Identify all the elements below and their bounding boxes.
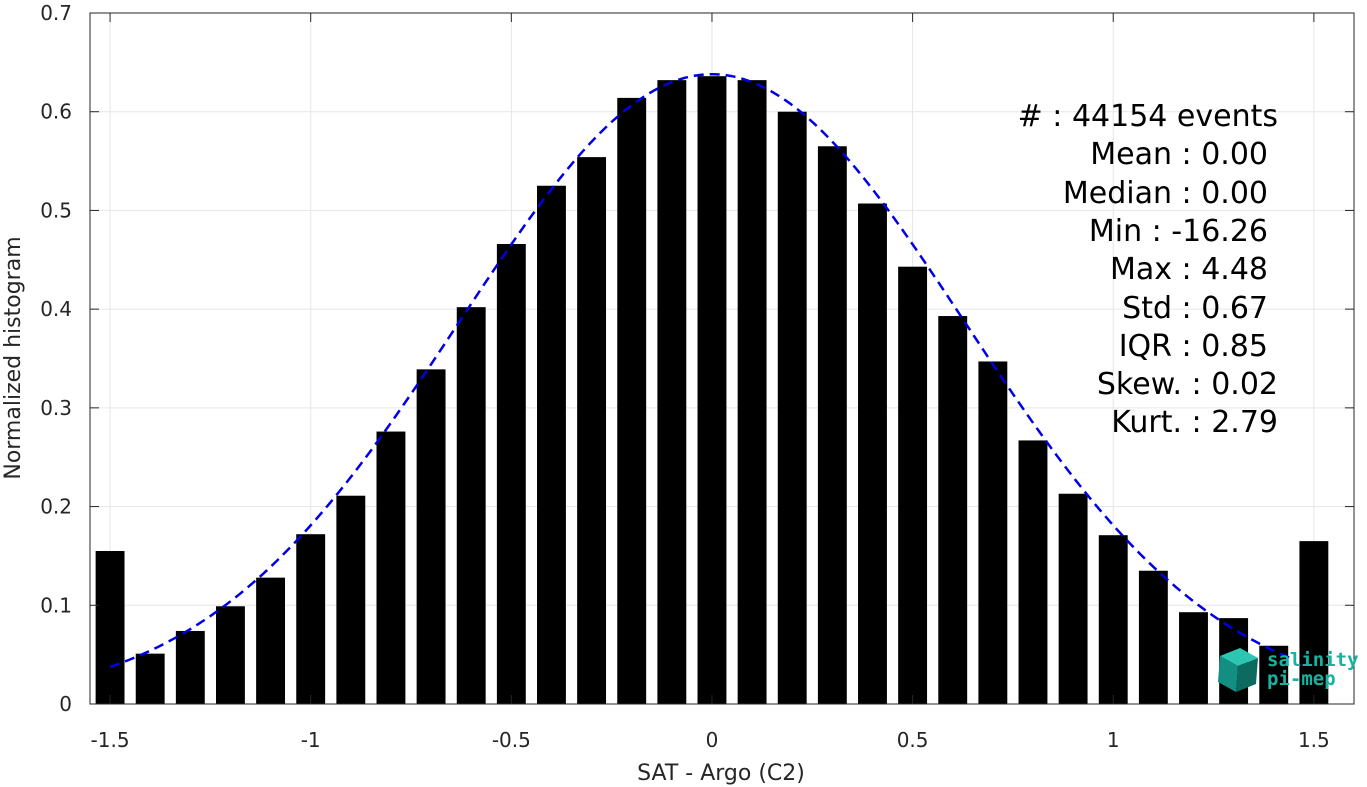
histogram-bar — [898, 266, 928, 704]
x-tick-label: 0 — [706, 728, 719, 752]
x-tick-label: 0.5 — [897, 728, 929, 752]
axes-box — [89, 12, 1355, 705]
histogram-bar — [697, 76, 727, 705]
logo-text-line1: salinity — [1267, 649, 1359, 671]
stat-line: Skew. : 0.02 — [1096, 367, 1278, 403]
stat-line: Min : -16.26 — [1088, 213, 1268, 249]
histogram-bar — [737, 80, 767, 704]
histogram-bar — [1299, 541, 1329, 704]
x-tick-label: -1 — [301, 728, 321, 752]
histogram-bar — [416, 369, 446, 704]
histogram-bar — [376, 431, 406, 704]
histogram-bar — [657, 80, 687, 704]
x-tick-label: 1.5 — [1298, 728, 1330, 752]
histogram-bar — [496, 243, 526, 704]
y-tick-label: 0.3 — [40, 396, 72, 420]
histogram-bar — [175, 630, 205, 704]
stat-line: Mean : 0.00 — [1090, 137, 1268, 173]
histogram-bar — [296, 534, 326, 704]
histogram-bar — [1138, 570, 1168, 704]
logo-cube-icon — [1218, 648, 1258, 692]
stat-line: IQR : 0.85 — [1118, 328, 1268, 364]
histogram-bar — [777, 111, 807, 704]
stat-line: Kurt. : 2.79 — [1111, 405, 1278, 441]
y-tick-label: 0.1 — [40, 593, 72, 617]
histogram-bar — [577, 157, 607, 704]
histogram-bar — [938, 316, 968, 704]
histogram-bar — [1058, 493, 1088, 704]
y-tick-label: 0 — [59, 692, 72, 716]
stat-line: Median : 0.00 — [1062, 175, 1268, 211]
x-tick-label: 1 — [1107, 728, 1120, 752]
histogram-bar — [456, 307, 486, 704]
histogram-bar — [817, 146, 847, 704]
histogram-bar — [978, 361, 1008, 704]
histogram-bar — [1179, 612, 1208, 704]
axis-ticks: -1.5 -1 -0.5 0 0.5 1 1.5 0 0.1 0.2 0.3 0.4 0.5 0.6 0.7 — [40, 1, 1354, 752]
x-tick-label: -1.5 — [91, 728, 130, 752]
x-tick-label: -0.5 — [492, 728, 531, 752]
gaussian-fit-curve — [109, 72, 1295, 669]
y-tick-label: 0.5 — [40, 198, 72, 222]
y-tick-label: 0.4 — [40, 297, 72, 321]
stat-line: # : 44154 events — [1017, 99, 1278, 134]
x-axis-label: SAT - Argo (C2) — [637, 761, 805, 786]
y-tick-label: 0.2 — [40, 495, 72, 519]
stat-line: Max : 4.48 — [1110, 252, 1268, 288]
histogram-bars — [95, 76, 1329, 705]
histogram-bar — [256, 577, 286, 704]
histogram-bar — [135, 653, 165, 704]
histogram-bar — [617, 97, 647, 704]
histogram-bar — [95, 550, 125, 704]
y-axis-label: Normalized histogram — [1, 236, 26, 479]
stat-line: Std : 0.67 — [1122, 290, 1268, 326]
histogram-bar — [1098, 535, 1128, 704]
histogram-bar — [336, 495, 366, 704]
logo-text-line2: pi-mep — [1267, 668, 1336, 690]
histogram-bar — [1018, 440, 1048, 704]
histogram-bar — [537, 185, 566, 704]
histogram-bar — [858, 203, 887, 705]
y-tick-label: 0.6 — [40, 100, 72, 124]
y-tick-label: 0.7 — [40, 1, 72, 25]
histogram-bar — [215, 606, 245, 704]
